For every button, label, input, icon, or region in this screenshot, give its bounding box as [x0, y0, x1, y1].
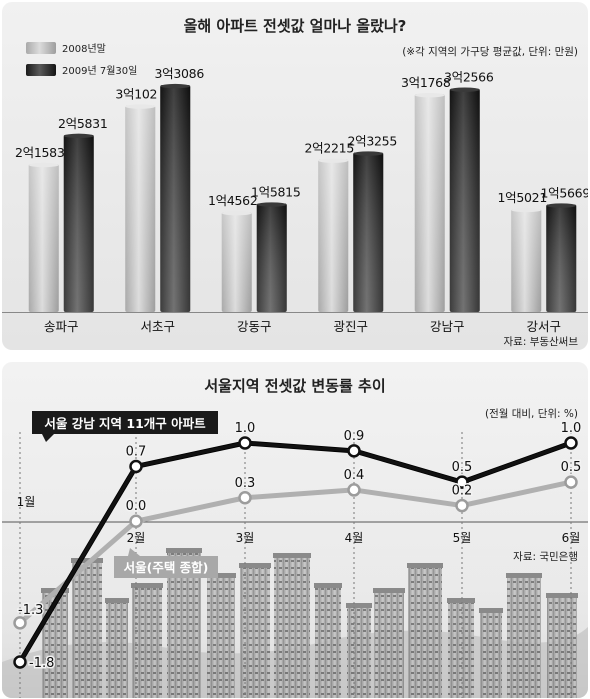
point-1-2	[238, 491, 252, 505]
bar-value-label-5-0: 1억5021	[498, 190, 547, 205]
bar-3-1	[353, 151, 384, 312]
x-tick-label-3: 4월	[345, 531, 364, 545]
bar-value-label-5-1: 1억5669	[541, 186, 588, 201]
category-label-5: 강서구	[526, 319, 561, 334]
point-1-1	[129, 514, 143, 528]
x-tick-label-4: 5월	[453, 531, 472, 545]
point-0-5	[564, 436, 578, 450]
value-label-0-4: 0.5	[452, 460, 473, 475]
bar-value-label-0-1: 2억5831	[58, 116, 107, 131]
line-chart-source: 자료: 국민은행	[513, 551, 578, 563]
legend-label-0: 2008년말	[62, 43, 106, 55]
line-chart: 1월 2월 3월 4월 5월 6월 -1.3 0.0 0.3 0.4 0.2 0.5 -1.8 0.7 1…	[2, 411, 588, 698]
point-0-4	[455, 475, 469, 489]
bar-5-0	[511, 207, 542, 312]
series-tag-label-0: 서울 강남 지역 11개구 아파트	[44, 416, 206, 431]
bar-value-label-4-1: 3억2566	[444, 70, 494, 85]
bar-value-label-2-1: 1억5815	[251, 185, 300, 200]
line-chart-panel: 서울지역 전셋값 변동률 추이 (전월 대비, 단위: %) 1월	[2, 362, 588, 698]
value-label-1-2: 0.3	[235, 476, 256, 491]
legend-swatch-1	[26, 64, 56, 76]
series-line-1	[18, 479, 572, 625]
point-1-4	[455, 498, 469, 513]
value-label-1-1: 0.0	[126, 499, 147, 514]
category-label-2: 강동구	[237, 319, 272, 334]
bar-chart-panel: 올해 아파트 전셋값 얼마나 올랐나? (※각 지역의 가구당 평균값, 단위:…	[2, 2, 588, 350]
category-label-0: 송파구	[44, 319, 79, 334]
city-apartments-photo	[2, 548, 588, 698]
bar-0-0	[28, 162, 59, 312]
bar-value-label-3-1: 2억3255	[348, 134, 397, 149]
bar-value-label-2-0: 1억4562	[208, 193, 257, 208]
point-0-0	[13, 655, 27, 669]
value-label-0-5: 1.0	[561, 421, 582, 436]
legend-swatch-0	[26, 42, 56, 54]
x-tick-label-5: 6월	[562, 531, 581, 545]
value-label-0-0: -1.8	[29, 656, 54, 671]
series-tag-1: 서울(주택 종합)	[114, 548, 218, 578]
bar-chart-unit-note: (※각 지역의 가구당 평균값, 단위: 만원)	[402, 46, 578, 58]
value-label-0-2: 1.0	[235, 421, 256, 436]
bar-value-label-1-0: 3억102	[115, 87, 157, 102]
bar-2-0	[221, 210, 252, 312]
x-tick-label-2: 3월	[236, 531, 255, 545]
bar-4-1	[449, 87, 480, 313]
bar-1-1	[160, 83, 191, 312]
bar-chart-title: 올해 아파트 전셋값 얼마나 올랐나?	[183, 17, 407, 35]
legend-label-1: 2009년 7월30일	[62, 65, 137, 77]
series-tag-0: 서울 강남 지역 11개구 아파트	[32, 411, 218, 442]
value-label-1-3: 0.4	[344, 468, 365, 483]
point-0-2	[238, 436, 252, 450]
value-label-0-3: 0.9	[344, 429, 365, 444]
bar-2-1	[256, 202, 287, 312]
bar-3-0	[318, 158, 349, 312]
point-1-5	[564, 475, 578, 489]
bar-value-label-4-0: 3억1768	[401, 75, 451, 90]
category-label-4: 강남구	[430, 319, 465, 334]
bar-5-1	[546, 203, 577, 312]
bar-0-1	[63, 133, 94, 312]
bar-chart-source: 자료: 부동산써브	[504, 336, 579, 348]
series-line-0	[17, 440, 572, 664]
value-label-1-5: 0.5	[561, 460, 582, 475]
category-label-1: 서초구	[140, 319, 175, 334]
bar-4-0	[414, 92, 445, 312]
value-label-0-1: 0.7	[126, 444, 147, 459]
point-1-0	[13, 616, 27, 630]
bar-value-label-3-0: 2억2215	[305, 141, 354, 156]
category-label-3: 광진구	[333, 319, 368, 334]
bar-value-label-0-0: 2억1583	[15, 145, 64, 160]
bar-1-0	[125, 104, 156, 312]
point-0-1	[129, 459, 143, 474]
point-0-3	[347, 444, 361, 458]
line-chart-unit-note: (전월 대비, 단위: %)	[484, 408, 578, 420]
x-tick-label-0: 1월	[17, 495, 36, 509]
series-tag-label-1: 서울(주택 종합)	[124, 560, 209, 575]
value-label-1-4: 0.2	[452, 484, 473, 499]
point-1-3	[347, 483, 361, 497]
x-tick-label-1: 2월	[127, 531, 146, 545]
bar-chart: 2008년말 2009년 7월30일 2억1583 2억5831 3억102 3억308…	[2, 42, 588, 348]
value-label-1-0: -1.3	[18, 603, 43, 618]
bar-value-label-1-1: 3억3086	[155, 66, 205, 81]
line-chart-title: 서울지역 전셋값 변동률 추이	[204, 377, 386, 395]
